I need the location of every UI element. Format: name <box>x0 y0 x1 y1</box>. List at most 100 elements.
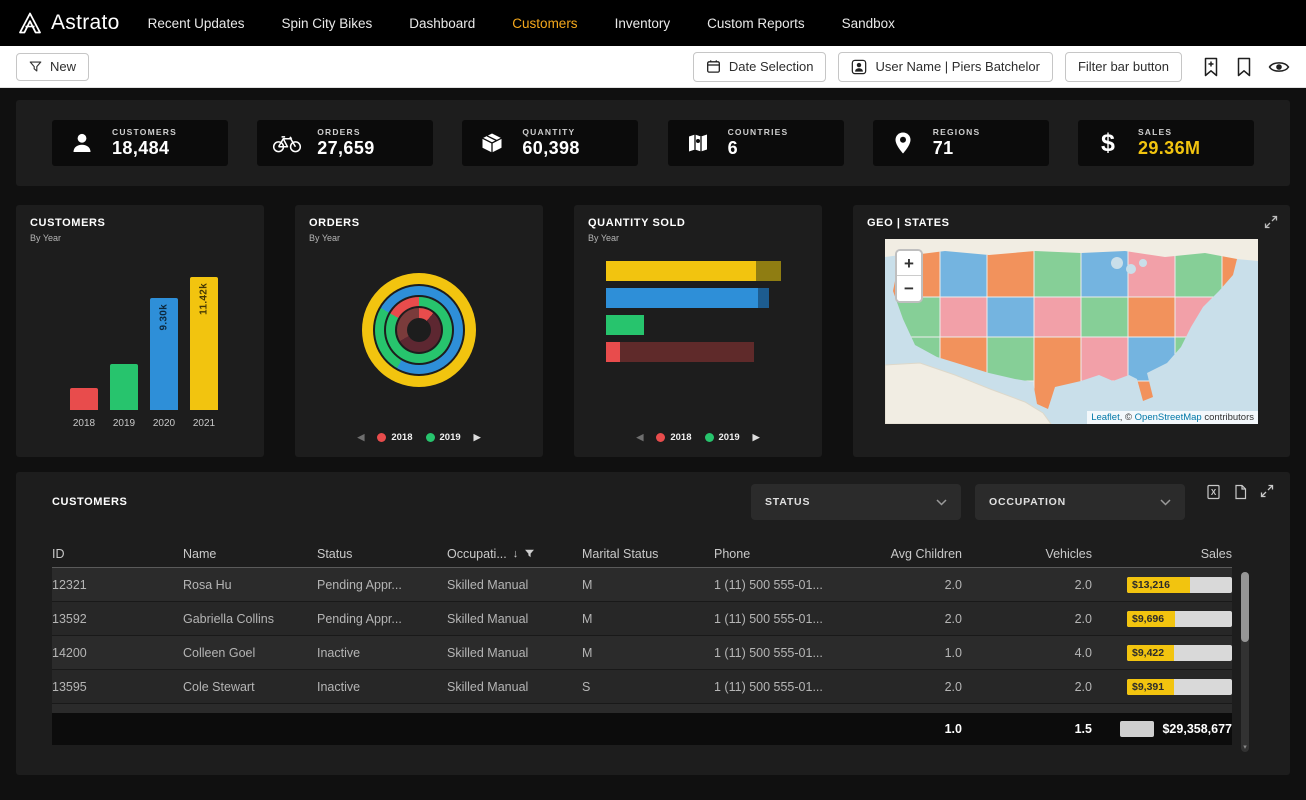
x-axis-label: 2019 <box>113 418 135 429</box>
bookmark-add-icon[interactable] <box>1202 57 1220 77</box>
table-row[interactable]: 14200 Colleen Goel Inactive Skilled Manu… <box>52 636 1232 670</box>
brand-name: Astrato <box>51 11 120 35</box>
column-header-status[interactable]: Status <box>317 547 447 561</box>
cell-name: Cole Stewart <box>183 680 317 694</box>
cell-occupation: Skilled Manual <box>447 680 582 694</box>
cell-marital-status: S <box>582 680 714 694</box>
status-filter-dropdown[interactable]: STATUS <box>751 484 961 520</box>
cell-id: 14200 <box>52 646 183 660</box>
charts-row: CUSTOMERS By Year 2018 2019 9.30k 2020 1… <box>16 205 1290 457</box>
location-pin-icon <box>888 131 918 155</box>
bicycle-icon <box>272 132 302 154</box>
legend-item-2018[interactable]: 2018 <box>656 432 691 443</box>
bar-2020: 9.30k <box>150 298 178 410</box>
kpi-label: COUNTRIES <box>728 127 789 137</box>
x-axis-label: 2021 <box>193 418 215 429</box>
table-row[interactable]: 12321 Rosa Hu Pending Appr... Skilled Ma… <box>52 568 1232 602</box>
date-selection-button[interactable]: Date Selection <box>693 52 827 82</box>
chart-subtitle: By Year <box>588 233 808 243</box>
eye-icon[interactable] <box>1268 59 1290 75</box>
map-canvas <box>885 239 1258 424</box>
table-scrollbar[interactable]: ▾ <box>1241 572 1249 752</box>
cell-vehicles: 4.0 <box>962 646 1092 660</box>
nav-item-inventory[interactable]: Inventory <box>615 16 671 31</box>
chart-subtitle: By Year <box>309 233 529 243</box>
scrollbar-thumb[interactable] <box>1241 572 1249 642</box>
scroll-down-icon[interactable]: ▾ <box>1241 743 1249 752</box>
occupation-filter-dropdown[interactable]: OCCUPATION <box>975 484 1185 520</box>
table-row[interactable]: 13592 Gabriella Collins Pending Appr... … <box>52 602 1232 636</box>
user-button[interactable]: User Name | Piers Batchelor <box>838 52 1053 82</box>
column-header-vehicles[interactable]: Vehicles <box>962 547 1092 561</box>
export-document-icon[interactable] <box>1233 484 1248 500</box>
nav-item-spin-city-bikes[interactable]: Spin City Bikes <box>281 16 372 31</box>
nav-item-sandbox[interactable]: Sandbox <box>842 16 895 31</box>
nav-item-custom-reports[interactable]: Custom Reports <box>707 16 805 31</box>
cell-occupation: Skilled Manual <box>447 578 582 592</box>
column-header-sales[interactable]: Sales <box>1092 547 1232 561</box>
nav-item-customers[interactable]: Customers <box>512 16 577 31</box>
zoom-in-button[interactable]: + <box>897 251 921 276</box>
customers-table-panel: CUSTOMERS STATUS OCCUPATION X <box>16 472 1290 775</box>
export-excel-icon[interactable]: X <box>1206 484 1221 500</box>
legend-prev-icon[interactable]: ◀ <box>636 432 643 443</box>
us-states-map[interactable]: + − Leaflet, © OpenStreetMap contributor… <box>885 239 1258 424</box>
column-header-occupation[interactable]: Occupati... ↓ <box>447 547 582 561</box>
expand-icon[interactable] <box>1260 484 1274 500</box>
kpi-value: 18,484 <box>112 138 169 158</box>
legend-next-icon[interactable]: ▶ <box>474 432 481 443</box>
chart-subtitle: By Year <box>30 233 250 243</box>
column-header-name[interactable]: Name <box>183 547 317 561</box>
cell-name: Rosa Hu <box>183 578 317 592</box>
customers-chart-panel: CUSTOMERS By Year 2018 2019 9.30k 2020 1… <box>16 205 264 457</box>
chart-title: CUSTOMERS <box>30 217 250 229</box>
nav-items: Recent Updates Spin City Bikes Dashboard… <box>148 16 895 31</box>
filter-bar-label: Filter bar button <box>1078 59 1169 74</box>
column-header-phone[interactable]: Phone <box>714 547 842 561</box>
geo-states-panel: GEO | STATES <box>853 205 1290 457</box>
orders-donut <box>362 273 476 387</box>
filter-bar-button[interactable]: Filter bar button <box>1065 52 1182 82</box>
expand-icon[interactable] <box>1264 215 1278 234</box>
nav-item-recent-updates[interactable]: Recent Updates <box>148 16 245 31</box>
nav-item-dashboard[interactable]: Dashboard <box>409 16 475 31</box>
column-header-avg-children[interactable]: Avg Children <box>842 547 962 561</box>
kpi-value: 71 <box>933 138 954 158</box>
legend-label: 2019 <box>440 432 461 443</box>
legend-label: 2018 <box>391 432 412 443</box>
sales-bar: $9,391 <box>1127 679 1232 695</box>
column-header-marital-status[interactable]: Marital Status <box>582 547 714 561</box>
bar-2019 <box>110 364 138 410</box>
kpi-value: 27,659 <box>317 138 374 158</box>
kpi-label: REGIONS <box>933 127 981 137</box>
filter-funnel-icon[interactable] <box>524 548 535 559</box>
new-filter-button[interactable]: New <box>16 53 89 81</box>
zoom-out-button[interactable]: − <box>897 276 921 301</box>
legend-prev-icon[interactable]: ◀ <box>357 432 364 443</box>
bookmark-icon[interactable] <box>1235 57 1253 77</box>
sort-desc-icon[interactable]: ↓ <box>513 548 519 560</box>
chart-title: QUANTITY SOLD <box>588 217 808 229</box>
kpi-card-quantity: QUANTITY 60,398 <box>462 120 638 166</box>
kpi-label: SALES <box>1138 127 1200 137</box>
legend-item-2018[interactable]: 2018 <box>377 432 412 443</box>
legend-label: 2018 <box>670 432 691 443</box>
legend-label: 2019 <box>719 432 740 443</box>
brand[interactable]: Astrato <box>18 11 120 35</box>
cell-sales: $9,391 <box>1092 679 1232 695</box>
legend-item-2019[interactable]: 2019 <box>426 432 461 443</box>
cell-id: 13595 <box>52 680 183 694</box>
kpi-card-orders: ORDERS 27,659 <box>257 120 433 166</box>
leaflet-link[interactable]: Leaflet <box>1091 412 1120 423</box>
legend-next-icon[interactable]: ▶ <box>753 432 760 443</box>
column-header-id[interactable]: ID <box>52 547 183 561</box>
dollar-icon: $ <box>1093 131 1123 156</box>
cell-vehicles: 2.0 <box>962 578 1092 592</box>
cell-phone: 1 (11) 500 555-01... <box>714 646 842 660</box>
new-label: New <box>50 59 76 74</box>
legend-item-2019[interactable]: 2019 <box>705 432 740 443</box>
table-row[interactable]: 13595 Cole Stewart Inactive Skilled Manu… <box>52 670 1232 704</box>
openstreetmap-link[interactable]: OpenStreetMap <box>1135 412 1202 423</box>
table-totals-row: 1.0 1.5 $29,358,677 <box>52 713 1232 745</box>
cell-sales: $9,422 <box>1092 645 1232 661</box>
